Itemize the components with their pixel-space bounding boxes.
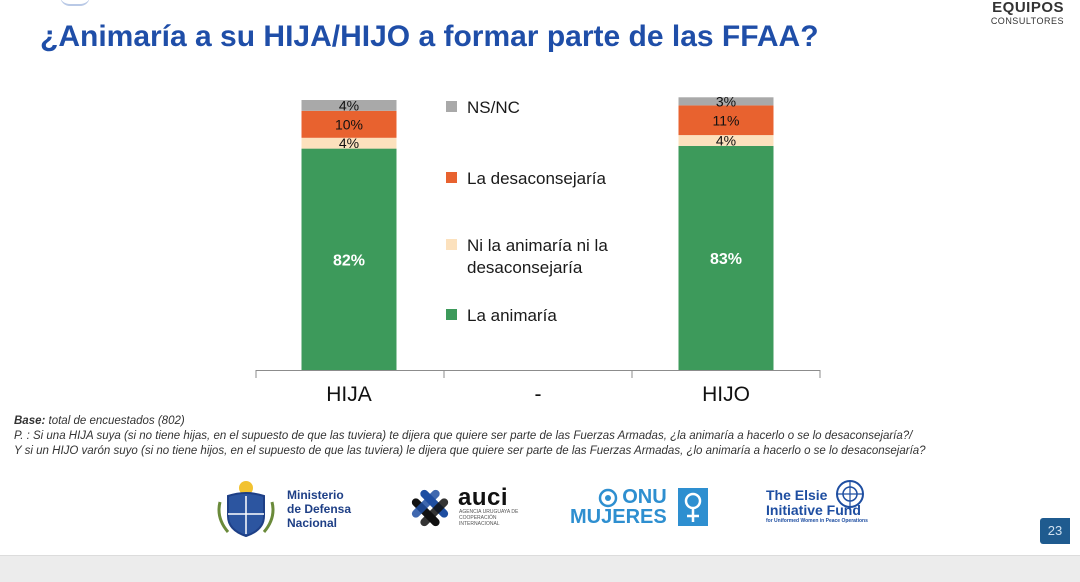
legend-item-animaria: La animaría xyxy=(446,305,637,327)
legend-label: La desaconsejaría xyxy=(467,169,606,188)
data-label: 83% xyxy=(710,251,742,268)
legend-label: La animaría xyxy=(467,306,557,325)
legend-item-desaconsejaria: La desaconsejaría xyxy=(446,168,617,190)
elsie-line-2: Initiative Fund xyxy=(766,502,861,518)
auci-knot-icon xyxy=(411,489,449,527)
data-label: 10% xyxy=(335,116,363,132)
category-tick-label: - xyxy=(535,383,542,406)
question-note: P. : Si una HIJA suya (si no tiene hijas… xyxy=(14,429,926,444)
brand-name: EQUIPOS xyxy=(992,0,1064,16)
question-text-1: Si una HIJA suya (si no tiene hijas, en … xyxy=(29,430,913,442)
legend-swatch xyxy=(446,172,457,183)
onu-line-1: ONU xyxy=(622,486,667,508)
slide-title: ¿Animaría a su HIJA/HIJO a formar parte … xyxy=(40,20,819,53)
data-label: 4% xyxy=(716,133,736,149)
data-label: 4% xyxy=(339,97,359,113)
data-label: 3% xyxy=(716,93,736,109)
legend-item-nsnc: NS/NC xyxy=(446,97,637,119)
elsie-line-1: The Elsie xyxy=(766,487,828,503)
un-globe-icon xyxy=(836,480,864,508)
question-label: P. : xyxy=(14,430,30,442)
stacked-bar-chart: 82% 4% 10% 4% HIJA - 83% 4% 11% 3% HIJO xyxy=(255,93,821,406)
category-tick-label: HIJO xyxy=(702,383,750,406)
slide: EQUIPOS CONSULTORES ¿Animaría a su HIJA/… xyxy=(0,0,1080,555)
mindef-logo-text: Ministerio de Defensa Nacional xyxy=(287,488,351,530)
question-note-2: Y si un HIJO varón suyo (si no tiene hij… xyxy=(14,445,926,457)
data-label: 4% xyxy=(339,135,359,151)
bar-segment xyxy=(678,97,774,106)
bar-segment xyxy=(301,110,397,138)
legend-label: Ni la animaría ni la desaconsejaría xyxy=(467,236,608,277)
brand-logo: EQUIPOS CONSULTORES xyxy=(991,0,1064,27)
mindef-line-3: Nacional xyxy=(287,516,338,530)
legend-label: NS/NC xyxy=(467,98,520,117)
un-emblem-icon xyxy=(598,488,618,508)
bar-segment xyxy=(301,100,397,111)
footnotes: Base: total de encuestados (802) P. : Si… xyxy=(14,414,926,459)
legend-swatch xyxy=(446,101,457,112)
base-label: Base: xyxy=(14,415,46,427)
category-tick-label: HIJA xyxy=(326,383,372,406)
page-number: 23 xyxy=(1040,518,1070,544)
bottom-band xyxy=(0,555,1080,582)
elsie-fund-logo: The Elsie Initiative Fund for Uniformed … xyxy=(766,488,868,525)
mindef-line-2: de Defensa xyxy=(287,502,352,516)
uruguay-shield-icon xyxy=(217,481,275,538)
auci-logo-text: auci xyxy=(458,484,509,511)
elsie-line-3: for Uniformed Women in Peace Operations xyxy=(766,518,868,524)
bar-segment xyxy=(678,135,774,146)
base-text: total de encuestados (802) xyxy=(45,415,185,427)
legend-item-neutral: Ni la animaría ni la desaconsejaría xyxy=(446,235,637,279)
mindef-line-1: Ministerio xyxy=(287,488,344,502)
data-label: 82% xyxy=(333,252,365,269)
top-decoration xyxy=(60,0,90,6)
bar-segment xyxy=(301,137,397,149)
data-label: 11% xyxy=(713,112,740,128)
bar-segment xyxy=(678,105,774,136)
auci-logo-subtitle: AGENCIA URUGUAYA DE COOPERACIÓN INTERNAC… xyxy=(459,509,519,527)
women-symbol-icon xyxy=(678,488,708,526)
onu-line-2: MUJERES xyxy=(570,506,667,528)
legend-swatch xyxy=(446,309,457,320)
bar-segment xyxy=(301,148,397,370)
onu-mujeres-logo-text: ONU MUJERES xyxy=(570,487,667,527)
brand-subtitle: CONSULTORES xyxy=(990,16,1064,26)
bar-segment xyxy=(678,145,774,370)
legend-swatch xyxy=(446,239,457,250)
base-note: Base: total de encuestados (802) xyxy=(14,414,926,429)
